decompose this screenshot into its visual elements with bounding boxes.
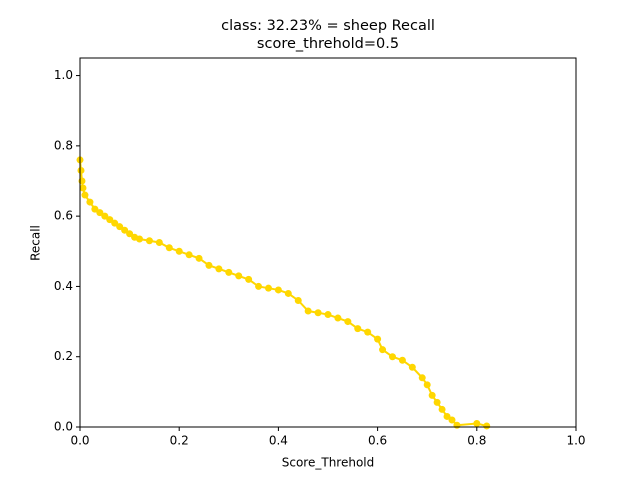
x-tick-label: 0.2: [170, 434, 189, 448]
chart-subtitle: score_threhold=0.5: [257, 36, 399, 52]
data-point: [175, 247, 183, 255]
data-point: [304, 307, 312, 315]
data-point: [284, 289, 292, 297]
y-axis-label: Recall: [29, 225, 43, 261]
data-point: [165, 244, 173, 252]
data-point: [428, 391, 436, 399]
data-point: [116, 223, 124, 231]
x-tick-label: 0.8: [467, 434, 486, 448]
x-tick-label: 0.6: [368, 434, 387, 448]
data-point: [101, 212, 109, 220]
data-point: [235, 272, 243, 280]
data-point: [255, 282, 263, 290]
y-tick-label: 0.0: [54, 420, 73, 434]
data-point: [324, 311, 332, 319]
data-point: [86, 198, 94, 206]
data-point: [111, 219, 119, 227]
data-point: [215, 265, 223, 273]
data-point: [344, 318, 352, 326]
chart-title: class: 32.23% = sheep Recall: [221, 18, 435, 34]
data-point: [205, 261, 213, 269]
data-point: [225, 268, 233, 276]
data-point: [443, 412, 451, 420]
data-point: [334, 314, 342, 322]
data-point: [388, 353, 396, 361]
data-point: [453, 421, 461, 429]
data-point: [96, 209, 104, 217]
data-point: [433, 398, 441, 406]
data-point: [77, 166, 85, 174]
data-point: [91, 205, 99, 213]
data-point: [195, 254, 203, 262]
data-point: [81, 191, 89, 199]
data-point: [418, 374, 426, 382]
data-point: [483, 422, 491, 430]
data-point: [473, 419, 481, 427]
data-point: [314, 309, 322, 317]
data-point: [245, 275, 253, 283]
data-point: [379, 346, 387, 354]
y-tick-label: 0.2: [54, 349, 73, 363]
data-point: [136, 235, 144, 243]
data-point: [294, 296, 302, 304]
data-point: [408, 363, 416, 371]
x-axis-label: Score_Threhold: [282, 456, 375, 470]
data-point: [354, 325, 362, 333]
y-tick-label: 0.8: [54, 138, 73, 152]
data-point: [121, 226, 129, 234]
data-point: [106, 216, 114, 224]
data-point: [155, 239, 163, 246]
data-point: [438, 405, 446, 413]
data-point: [264, 284, 272, 292]
x-tick-label: 1.0: [566, 434, 585, 448]
data-point: [274, 286, 282, 294]
data-point: [126, 230, 134, 238]
data-point: [423, 381, 431, 389]
data-point: [398, 356, 406, 364]
x-tick-label: 0.0: [70, 434, 89, 448]
data-point: [79, 184, 87, 192]
y-tick-label: 0.6: [54, 209, 73, 223]
plot-frame: [79, 57, 577, 428]
data-point: [145, 237, 153, 245]
x-tick-label: 0.4: [269, 434, 288, 448]
data-point: [185, 251, 193, 259]
data-point: [374, 335, 382, 343]
y-tick-label: 1.0: [54, 68, 73, 82]
y-tick-label: 0.4: [54, 279, 73, 293]
data-point: [448, 416, 456, 424]
data-point: [364, 328, 372, 336]
